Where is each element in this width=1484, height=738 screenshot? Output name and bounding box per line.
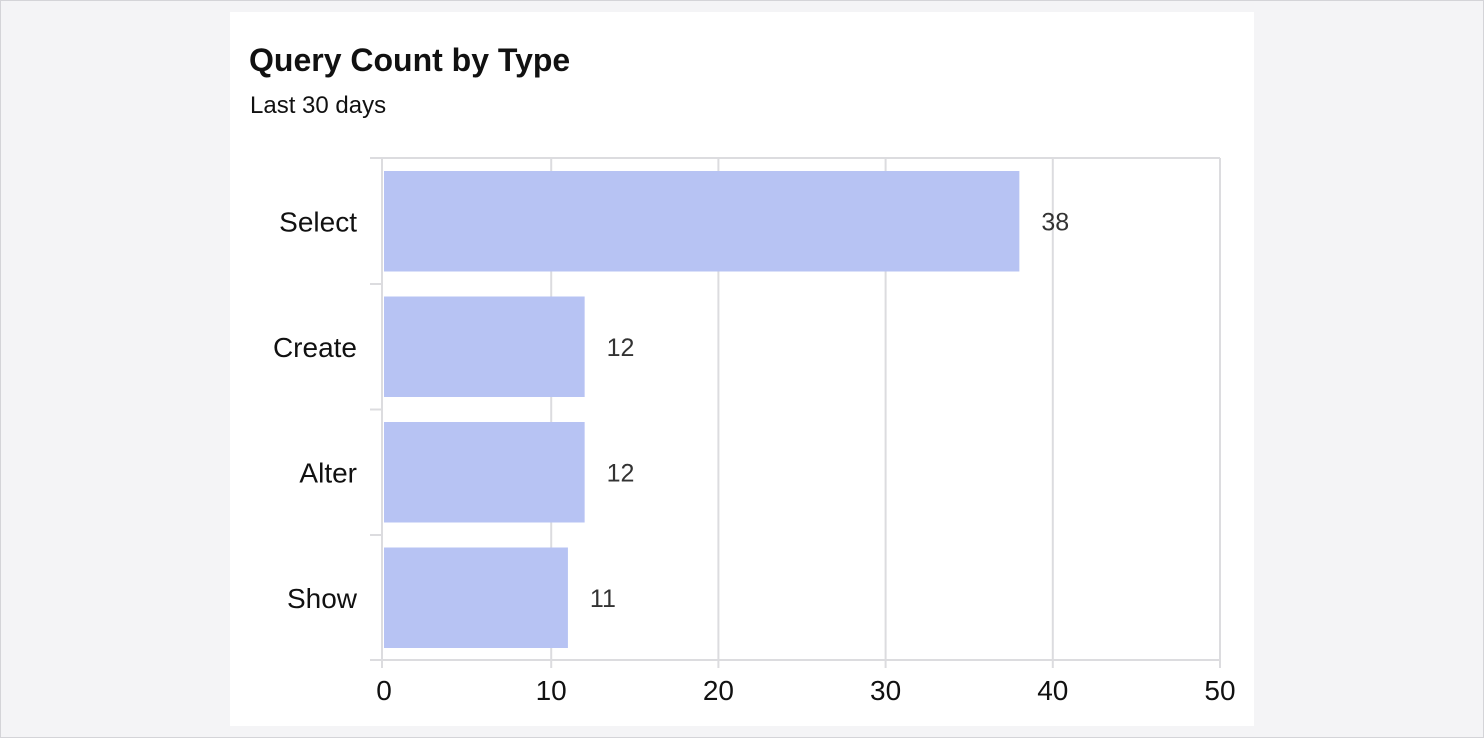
x-tick-label: 20 [703, 675, 734, 706]
chart-title: Query Count by Type [249, 42, 571, 78]
data-label: 11 [590, 585, 616, 613]
data-label: 38 [1041, 208, 1069, 236]
category-label: Alter [299, 457, 357, 488]
data-label: 12 [607, 459, 635, 487]
bar-select [384, 171, 1020, 272]
bars [384, 171, 1020, 648]
bar-show [384, 547, 568, 648]
x-tick-label: 0 [376, 675, 392, 706]
category-label: Create [273, 332, 357, 363]
chart-subtitle: Last 30 days [250, 92, 387, 119]
axes [370, 157, 1220, 668]
x-tick-label: 10 [536, 675, 567, 706]
x-tick-label: 30 [870, 675, 901, 706]
x-tick-label: 50 [1204, 675, 1235, 706]
bar-alter [384, 422, 585, 523]
category-label: Show [287, 583, 358, 614]
data-label: 12 [607, 334, 635, 362]
category-label: Select [279, 206, 357, 237]
x-tick-label: 40 [1037, 675, 1068, 706]
bar-create [384, 296, 585, 397]
labels: 0 10 20 30 40 50 Select 38 Create 12 Alter 12 Show 11 [273, 206, 1236, 706]
